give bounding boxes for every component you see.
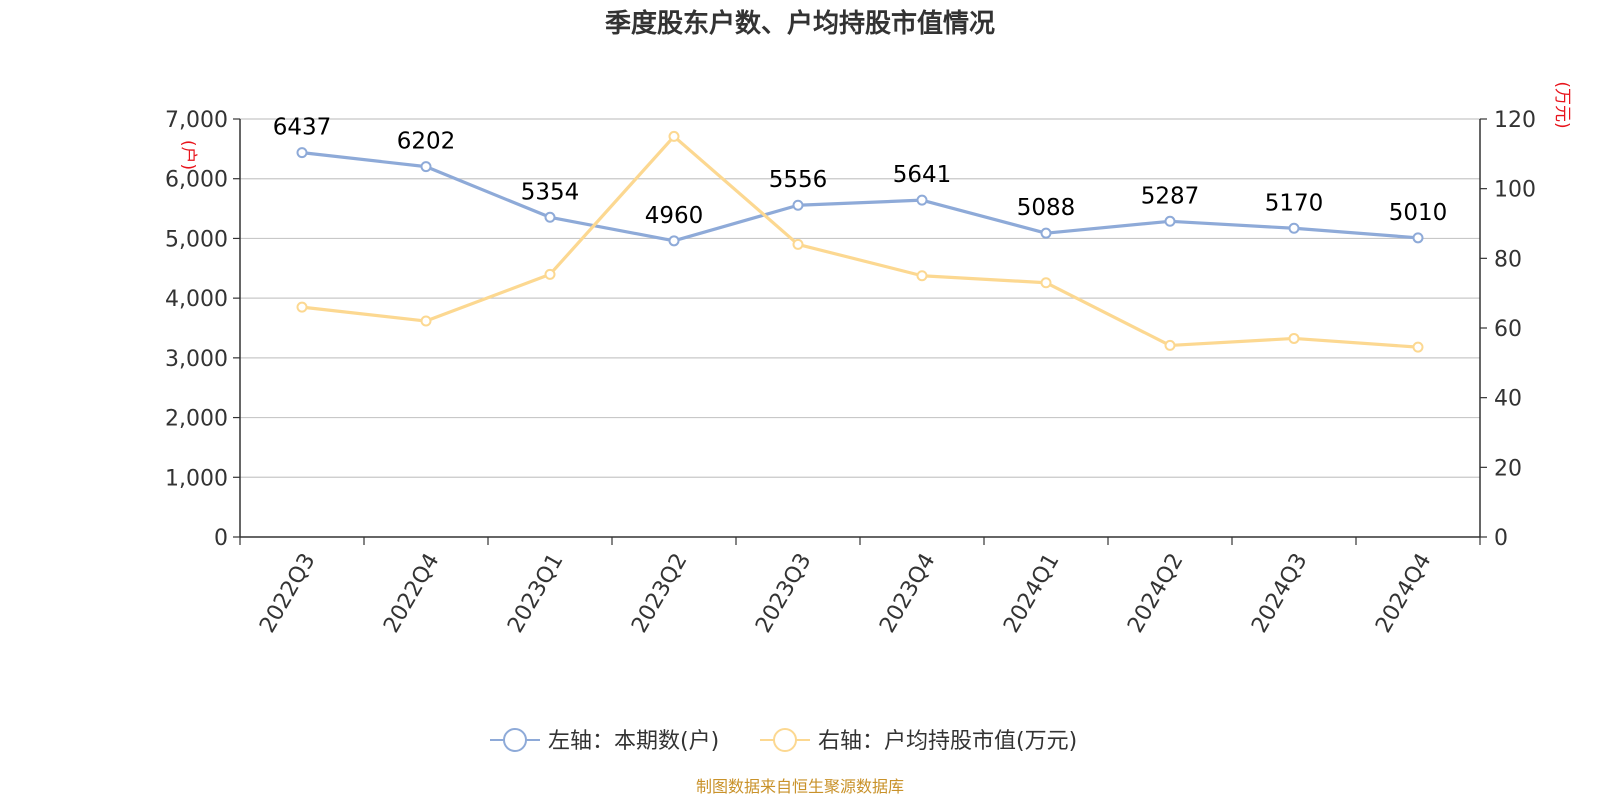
data-label: 6437 [273, 115, 332, 141]
data-point[interactable] [544, 211, 556, 223]
x-axis-tick-label: 2023Q3 [751, 549, 816, 637]
series-line-1 [301, 134, 1419, 349]
left-axis-tick-label: 4,000 [165, 287, 228, 312]
data-point[interactable] [1164, 215, 1176, 227]
data-label: 6202 [397, 129, 456, 155]
legend-item-1[interactable]: 右轴：户均持股市值(万元) [760, 728, 1077, 754]
data-label: 5088 [1017, 195, 1076, 221]
axes: 0 1,000 2,000 3,000 4,000 5,000 6,000 7,000 0 20 4… [165, 81, 1572, 637]
left-axis-tick-label: 7,000 [165, 108, 228, 133]
data-point[interactable] [544, 268, 556, 280]
left-axis-tick-label: 3,000 [165, 347, 228, 372]
right-axis-tick-label: 60 [1494, 317, 1522, 342]
data-labels: 6437 6202 5354 4960 5556 5641 5088 5287 5170 5010 [273, 115, 1448, 229]
data-label: 5641 [893, 162, 952, 188]
data-point[interactable] [916, 270, 928, 282]
data-point[interactable] [792, 238, 804, 250]
data-point[interactable] [1040, 277, 1052, 289]
data-label: 5287 [1141, 183, 1200, 209]
chart-title: 季度股东户数、户均持股市值情况 [605, 8, 995, 39]
data-label: 5354 [521, 179, 580, 205]
data-point[interactable] [1288, 222, 1300, 234]
legend-label: 左轴：本期数(户) [548, 729, 719, 754]
series [296, 130, 1424, 353]
data-point[interactable] [792, 199, 804, 211]
right-axis-tick-label: 80 [1494, 247, 1522, 272]
data-label: 5010 [1389, 200, 1448, 226]
legend-marker [503, 728, 527, 752]
data-point[interactable] [420, 161, 432, 173]
data-point[interactable] [420, 315, 432, 327]
data-point[interactable] [668, 235, 680, 247]
right-axis-tick-label: 120 [1494, 108, 1536, 133]
x-axis-tick-label: 2024Q4 [1371, 549, 1436, 637]
data-point[interactable] [1288, 332, 1300, 344]
right-axis-tick-label: 20 [1494, 456, 1522, 481]
x-axis-tick-label: 2023Q1 [503, 549, 568, 637]
x-axis-tick-label: 2023Q2 [627, 549, 692, 637]
data-point[interactable] [296, 301, 308, 313]
data-label: 5556 [769, 167, 828, 193]
left-axis-tick-label: 5,000 [165, 227, 228, 252]
data-point[interactable] [1040, 227, 1052, 239]
legend[interactable]: 左轴：本期数(户) 右轴：户均持股市值(万元) [490, 728, 1077, 754]
data-point[interactable] [296, 147, 308, 159]
left-axis-tick-label: 6,000 [165, 168, 228, 193]
data-point[interactable] [1164, 339, 1176, 351]
left-axis-unit: (户) [178, 140, 198, 170]
right-axis-tick-label: 0 [1494, 526, 1508, 551]
right-axis-tick-label: 40 [1494, 387, 1522, 412]
x-axis-tick-label: 2024Q1 [999, 549, 1064, 637]
data-point[interactable] [916, 194, 928, 206]
grid [240, 118, 1480, 478]
data-point[interactable] [1412, 341, 1424, 353]
data-label: 4960 [645, 203, 704, 229]
left-axis-tick-label: 1,000 [165, 466, 228, 491]
legend-marker [773, 728, 797, 752]
series-line-0 [301, 151, 1419, 243]
legend-item-0[interactable]: 左轴：本期数(户) [490, 728, 719, 754]
left-axis-tick-label: 0 [214, 526, 228, 551]
data-label: 5170 [1265, 190, 1324, 216]
x-axis-tick-label: 2022Q4 [379, 549, 444, 637]
right-axis-unit: (万元) [1552, 81, 1572, 128]
data-point[interactable] [1412, 232, 1424, 244]
left-axis-tick-label: 2,000 [165, 407, 228, 432]
source-note: 制图数据来自恒生聚源数据库 [696, 777, 904, 796]
x-axis-tick-label: 2022Q3 [255, 549, 320, 637]
x-axis-tick-label: 2024Q2 [1123, 549, 1188, 637]
legend-label: 右轴：户均持股市值(万元) [818, 729, 1077, 754]
x-axis-tick-label: 2024Q3 [1247, 549, 1312, 637]
right-axis-tick-label: 100 [1494, 178, 1536, 203]
data-point[interactable] [668, 130, 680, 142]
x-axis-tick-label: 2023Q4 [875, 549, 940, 637]
